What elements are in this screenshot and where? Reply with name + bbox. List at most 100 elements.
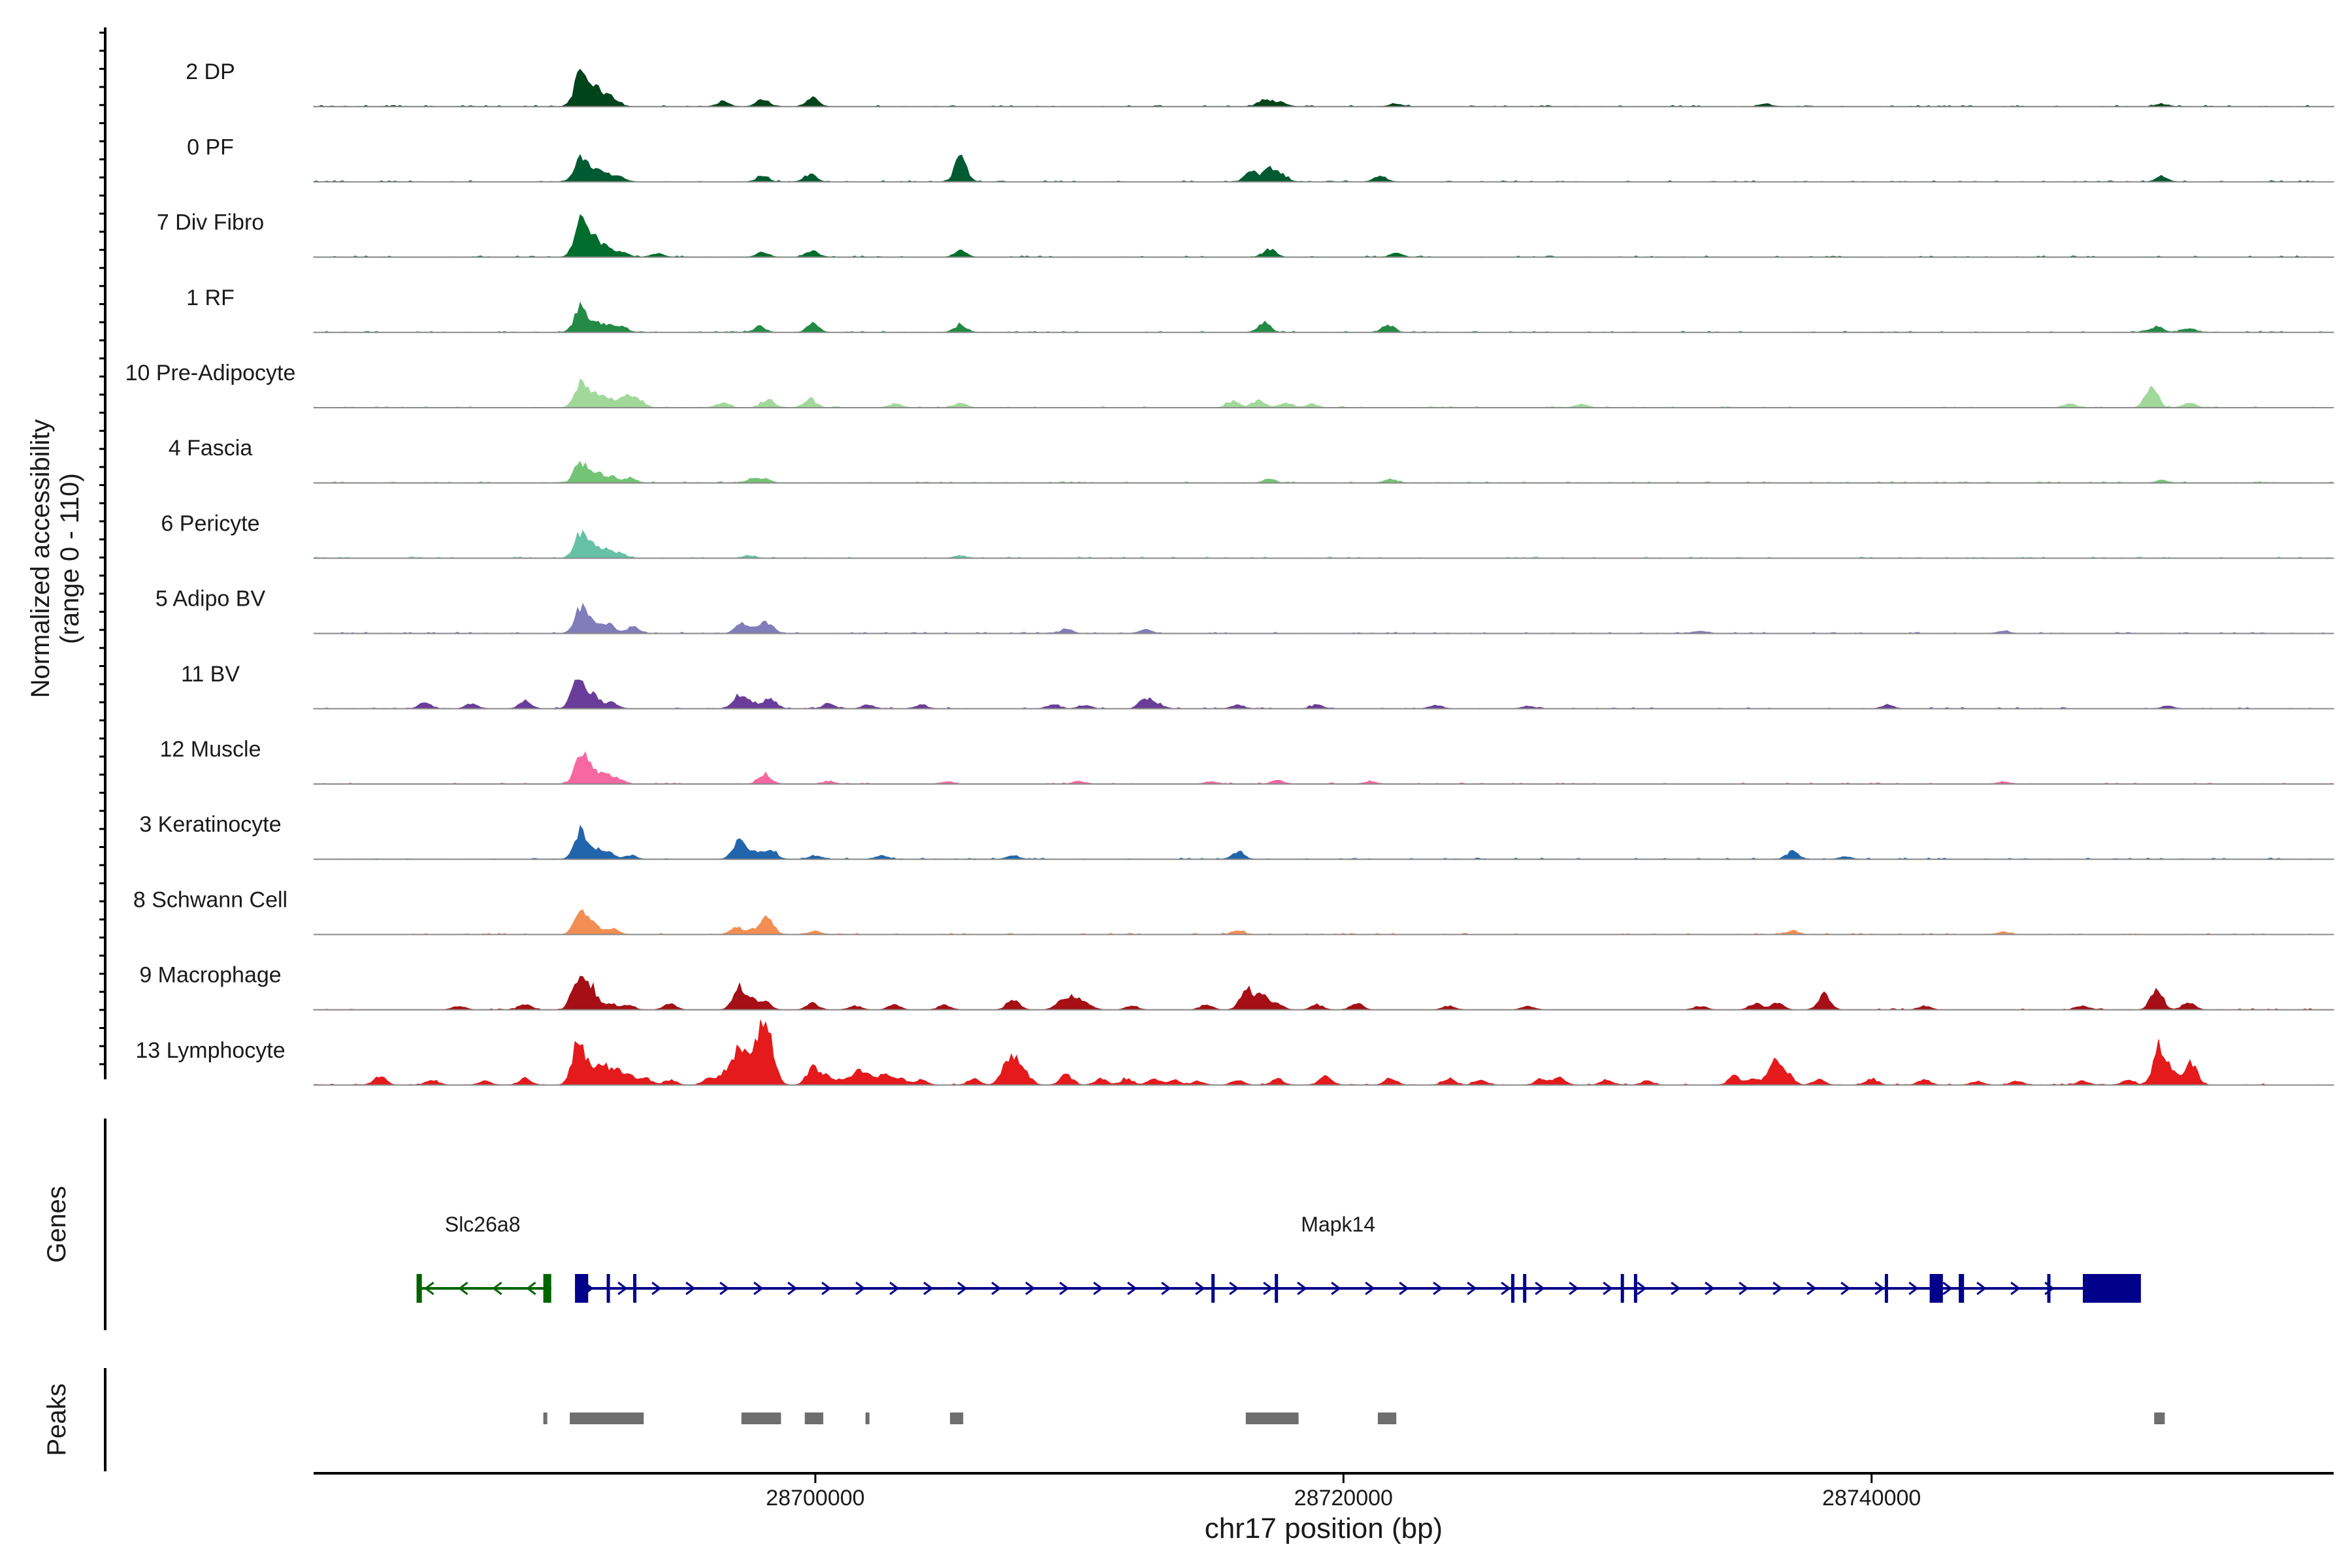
strand-arrow xyxy=(617,1281,628,1296)
track-6-pericyte: 6 Pericyte xyxy=(161,511,2334,559)
strand-arrow xyxy=(1976,1281,1987,1296)
strand-arrow xyxy=(719,1281,730,1296)
strand-arrow xyxy=(957,1281,968,1296)
strand-arrow xyxy=(1433,1281,1443,1296)
gene-exon xyxy=(1523,1274,1527,1303)
track-9-macrophage: 9 Macrophage xyxy=(139,963,2334,1011)
strand-arrow xyxy=(991,1281,1002,1296)
gene-label: Slc26a8 xyxy=(445,1213,521,1236)
strand-arrow xyxy=(1229,1281,1239,1296)
strand-arrow xyxy=(685,1281,696,1296)
strand-arrow xyxy=(1569,1281,1579,1296)
strand-arrow xyxy=(1603,1281,1613,1296)
strand-arrow xyxy=(526,1281,536,1296)
track-label: 0 PF xyxy=(187,135,234,159)
track-label: 4 Fascia xyxy=(169,436,253,461)
strand-arrow xyxy=(1399,1281,1409,1296)
strand-arrow xyxy=(1331,1281,1341,1296)
peak-region xyxy=(950,1413,964,1424)
strand-arrow xyxy=(1874,1281,1885,1296)
x-tick-label: 28740000 xyxy=(1822,1486,1921,1511)
strand-arrow xyxy=(1093,1281,1103,1296)
track-13-lymphocyte: 13 Lymphocyte xyxy=(135,1020,2334,1086)
peak-region xyxy=(1377,1413,1397,1424)
track-0-pf: 0 PF xyxy=(187,135,2334,183)
strand-arrow xyxy=(1059,1281,1070,1296)
strand-arrow xyxy=(424,1281,434,1296)
x-tick-label: 28720000 xyxy=(1294,1486,1393,1511)
track-4-fascia: 4 Fascia xyxy=(169,436,2334,484)
strand-arrow xyxy=(1772,1281,1783,1296)
gene-exon xyxy=(1633,1274,1637,1303)
strand-arrow xyxy=(1705,1281,1715,1296)
gene-exon xyxy=(606,1274,610,1303)
track-7-div-fibro: 7 Div Fibro xyxy=(157,210,2334,258)
strand-arrow xyxy=(753,1281,764,1296)
strand-arrow xyxy=(855,1281,866,1296)
peak-region xyxy=(570,1413,644,1424)
track-2-dp: 2 DP xyxy=(186,59,2334,108)
strand-arrow xyxy=(1637,1281,1647,1296)
track-label: 10 Pre-Adipocyte xyxy=(125,361,296,385)
genes-track-label: Genes xyxy=(42,1186,71,1263)
strand-arrow xyxy=(923,1281,934,1296)
peaks-track xyxy=(543,1413,2165,1424)
track-label: 1 RF xyxy=(186,286,235,310)
strand-arrow xyxy=(1263,1281,1273,1296)
track-label: 12 Muscle xyxy=(160,737,261,762)
peak-region xyxy=(741,1413,781,1424)
peak-region xyxy=(543,1413,547,1424)
peak-region xyxy=(804,1413,824,1424)
x-axis-label: chr17 position (bp) xyxy=(1205,1512,1443,1544)
strand-arrow xyxy=(1297,1281,1307,1296)
strand-arrow xyxy=(1025,1281,1036,1296)
gene-exon xyxy=(633,1274,637,1303)
peak-region xyxy=(1245,1413,1299,1424)
gene-exon xyxy=(2047,1274,2051,1303)
track-label: 5 Adipo BV xyxy=(155,587,266,612)
gene-exon xyxy=(543,1274,551,1303)
strand-arrow xyxy=(1942,1281,1953,1296)
gene-exon xyxy=(1275,1274,1279,1303)
track-10-pre-adipocyte: 10 Pre-Adipocyte xyxy=(125,361,2334,408)
track-label: 8 Schwann Cell xyxy=(133,887,287,912)
track-label: 7 Div Fibro xyxy=(157,210,264,235)
gene-exon xyxy=(1959,1274,1965,1303)
strand-arrow xyxy=(2010,1281,2021,1296)
strand-arrow xyxy=(651,1281,662,1296)
gene-mapk14: Mapk14 xyxy=(575,1213,2141,1303)
gene-exon xyxy=(575,1274,589,1303)
gene-exon xyxy=(1620,1274,1624,1303)
strand-arrow xyxy=(492,1281,502,1296)
y-axis-title: Normalized accessibility (range 0 - 110) xyxy=(26,419,84,698)
y-axis-sublabel: (range 0 - 110) xyxy=(56,473,84,644)
strand-arrow xyxy=(1739,1281,1749,1296)
peak-region xyxy=(2154,1413,2165,1424)
track-label: 3 Keratinocyte xyxy=(139,812,281,837)
track-12-muscle: 12 Muscle xyxy=(160,737,2334,785)
track-label: 11 BV xyxy=(181,662,240,687)
track-3-keratinocyte: 3 Keratinocyte xyxy=(139,812,2334,860)
track-label: 6 Pericyte xyxy=(161,511,259,536)
peak-region xyxy=(865,1413,870,1424)
track-5-adipo-bv: 5 Adipo BV xyxy=(155,587,2334,634)
gene-exon xyxy=(1884,1274,1888,1303)
peaks-track-label: Peaks xyxy=(42,1383,71,1456)
gene-slc26a8: Slc26a8 xyxy=(416,1213,551,1303)
strand-arrow xyxy=(1365,1281,1375,1296)
track-8-schwann-cell: 8 Schwann Cell xyxy=(133,887,2334,936)
genes-track: Slc26a8 Mapk14 xyxy=(416,1213,2141,1303)
y-axis-label: Normalized accessibility xyxy=(26,419,55,698)
gene-label: Mapk14 xyxy=(1301,1213,1375,1236)
strand-arrow xyxy=(821,1281,832,1296)
x-axis-ticks: 28700000 28720000 28740000 xyxy=(766,1473,1921,1511)
strand-arrow xyxy=(889,1281,900,1296)
strand-arrow xyxy=(787,1281,798,1296)
track-1-rf: 1 RF xyxy=(186,286,2334,333)
coverage-tracks: 2 DP 0 PF 7 Div Fibro 1 RF 10 Pre-Adipocyte 4… xyxy=(125,59,2334,1086)
strand-arrow xyxy=(1195,1281,1205,1296)
strand-arrow xyxy=(1467,1281,1477,1296)
strand-arrow xyxy=(1671,1281,1681,1296)
track-label: 13 Lymphocyte xyxy=(135,1038,285,1063)
